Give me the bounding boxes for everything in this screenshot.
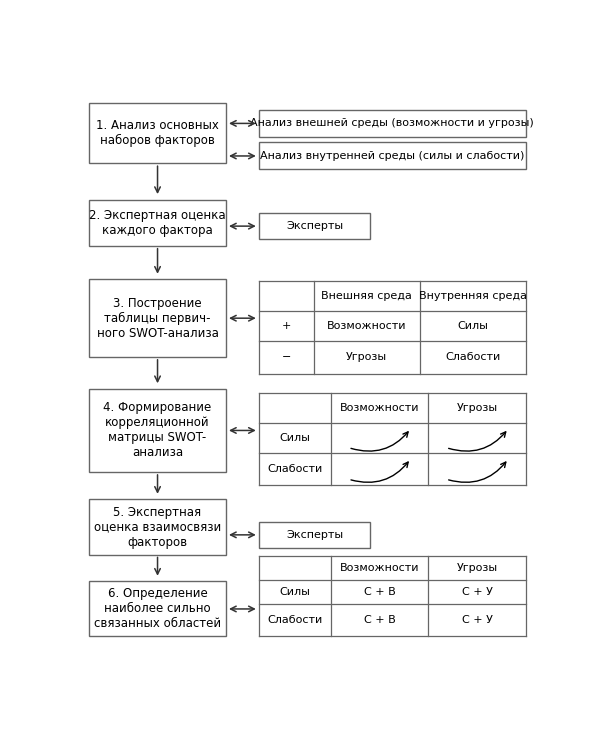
Text: +: + (281, 321, 291, 331)
Text: Силы: Силы (279, 588, 310, 597)
Text: 1. Анализ основных
наборов факторов: 1. Анализ основных наборов факторов (96, 119, 219, 147)
Text: Силы: Силы (457, 321, 488, 331)
FancyBboxPatch shape (89, 279, 226, 357)
Text: Слабости: Слабости (267, 464, 322, 474)
Text: Возможности: Возможности (327, 321, 406, 331)
FancyBboxPatch shape (259, 522, 370, 547)
Text: 6. Определение
наиболее сильно
связанных областей: 6. Определение наиболее сильно связанных… (94, 588, 221, 631)
Text: Слабости: Слабости (445, 352, 500, 362)
Text: 4. Формирование
корреляционной
матрицы SWOT-
анализа: 4. Формирование корреляционной матрицы S… (103, 402, 212, 459)
FancyBboxPatch shape (89, 200, 226, 246)
Text: Анализ внутренней среды (силы и слабости): Анализ внутренней среды (силы и слабости… (260, 151, 524, 161)
Text: С + В: С + В (364, 588, 395, 597)
FancyBboxPatch shape (89, 499, 226, 555)
Text: С + У: С + У (462, 615, 493, 625)
Text: Эксперты: Эксперты (286, 530, 343, 540)
Text: Внешняя среда: Внешняя среда (321, 291, 412, 301)
FancyBboxPatch shape (89, 582, 226, 636)
Text: Угрозы: Угрозы (457, 403, 498, 413)
Text: Возможности: Возможности (340, 564, 419, 573)
Text: −: − (281, 352, 291, 362)
FancyBboxPatch shape (259, 110, 526, 137)
Text: 5. Экспертная
оценка взаимосвязи
факторов: 5. Экспертная оценка взаимосвязи факторо… (94, 505, 221, 548)
Text: Силы: Силы (279, 433, 310, 443)
Text: Слабости: Слабости (267, 615, 322, 625)
FancyBboxPatch shape (89, 103, 226, 163)
FancyBboxPatch shape (259, 142, 526, 169)
Text: Анализ внешней среды (возможности и угрозы): Анализ внешней среды (возможности и угро… (250, 118, 534, 128)
Text: Угрозы: Угрозы (346, 352, 387, 362)
Text: Возможности: Возможности (340, 403, 419, 413)
Text: 2. Экспертная оценка
каждого фактора: 2. Экспертная оценка каждого фактора (89, 208, 226, 237)
Text: Эксперты: Эксперты (286, 221, 343, 231)
FancyBboxPatch shape (89, 389, 226, 472)
FancyBboxPatch shape (259, 213, 370, 239)
Text: С + В: С + В (364, 615, 395, 625)
Text: Внутренняя среда: Внутренняя среда (419, 291, 527, 301)
Text: Угрозы: Угрозы (457, 564, 498, 573)
Text: 3. Построение
таблицы первич-
ного SWOT-анализа: 3. Построение таблицы первич- ного SWOT-… (97, 297, 218, 340)
Text: С + У: С + У (462, 588, 493, 597)
